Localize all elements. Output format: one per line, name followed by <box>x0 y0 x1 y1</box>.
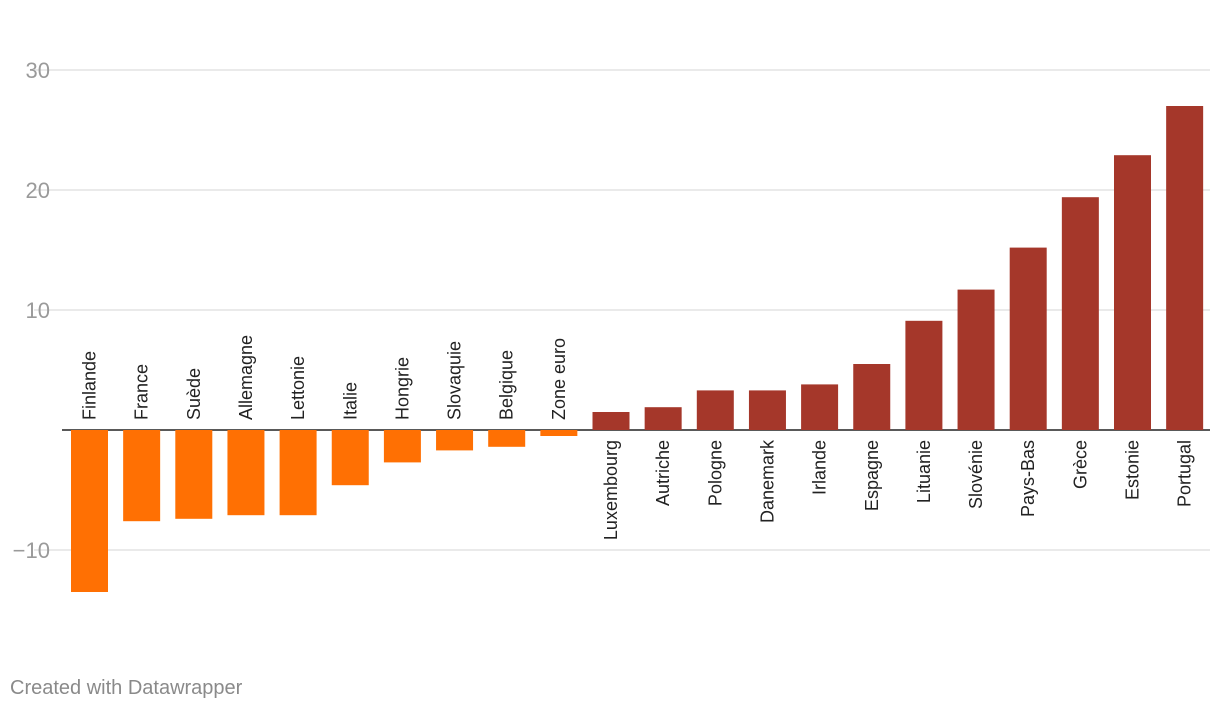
bar-lettonie <box>279 430 317 516</box>
category-label-irlande: Irlande <box>810 440 830 495</box>
category-label-allemagne: Allemagne <box>236 335 256 420</box>
bar-espagne <box>853 364 891 430</box>
category-label-luxembourg: Luxembourg <box>601 440 621 540</box>
bar-suède <box>175 430 213 519</box>
category-label-france: France <box>132 364 152 420</box>
bar-irlande <box>801 384 839 430</box>
category-label-finlande: Finlande <box>80 351 100 420</box>
bar-slovénie <box>957 289 995 430</box>
category-label-zone-euro: Zone euro <box>549 338 569 420</box>
category-label-autriche: Autriche <box>653 440 673 506</box>
bar-grèce <box>1061 197 1099 430</box>
bars <box>71 106 1204 592</box>
category-label-slovénie: Slovénie <box>966 440 986 509</box>
bar-hongrie <box>383 430 421 463</box>
bar-autriche <box>644 407 682 430</box>
category-label-lituanie: Lituanie <box>914 440 934 503</box>
category-labels: Finlande France Suède Allemagne Lettonie Ital… <box>80 335 1195 540</box>
bar-finlande <box>71 430 108 592</box>
category-label-belgique: Belgique <box>497 350 517 420</box>
category-label-pologne: Pologne <box>705 440 725 506</box>
y-tick-label: 30 <box>26 58 50 83</box>
category-label-portugal: Portugal <box>1175 440 1195 507</box>
bar-slovaquie <box>436 430 474 451</box>
category-label-lettonie: Lettonie <box>288 356 308 420</box>
bar-lituanie <box>905 320 943 430</box>
bar-italie <box>331 430 369 486</box>
bar-luxembourg <box>592 412 630 430</box>
category-label-pays-bas: Pays-Bas <box>1018 440 1038 517</box>
bar-zone-euro <box>540 430 578 436</box>
category-label-estonie: Estonie <box>1123 440 1143 500</box>
bar-belgique <box>488 430 526 447</box>
bar-pays-bas <box>1009 247 1047 430</box>
gridlines: 30 20 10 −10 <box>13 58 1210 563</box>
category-label-danemark: Danemark <box>757 439 777 523</box>
bar-allemagne <box>227 430 265 516</box>
bar-estonie <box>1114 155 1151 430</box>
bar-france <box>123 430 161 522</box>
category-label-hongrie: Hongrie <box>392 357 412 420</box>
category-label-grèce: Grèce <box>1070 440 1090 489</box>
bar-danemark <box>748 390 786 430</box>
category-label-suède: Suède <box>184 368 204 420</box>
y-tick-label: 10 <box>26 298 50 323</box>
category-label-slovaquie: Slovaquie <box>445 341 465 420</box>
bar-pologne <box>696 390 734 430</box>
category-label-italie: Italie <box>340 382 360 420</box>
datawrapper-credit: Created with Datawrapper <box>10 677 243 699</box>
bar-portugal <box>1166 106 1204 430</box>
category-label-espagne: Espagne <box>862 440 882 511</box>
y-tick-label: −10 <box>13 538 50 563</box>
y-tick-label: 20 <box>26 178 50 203</box>
